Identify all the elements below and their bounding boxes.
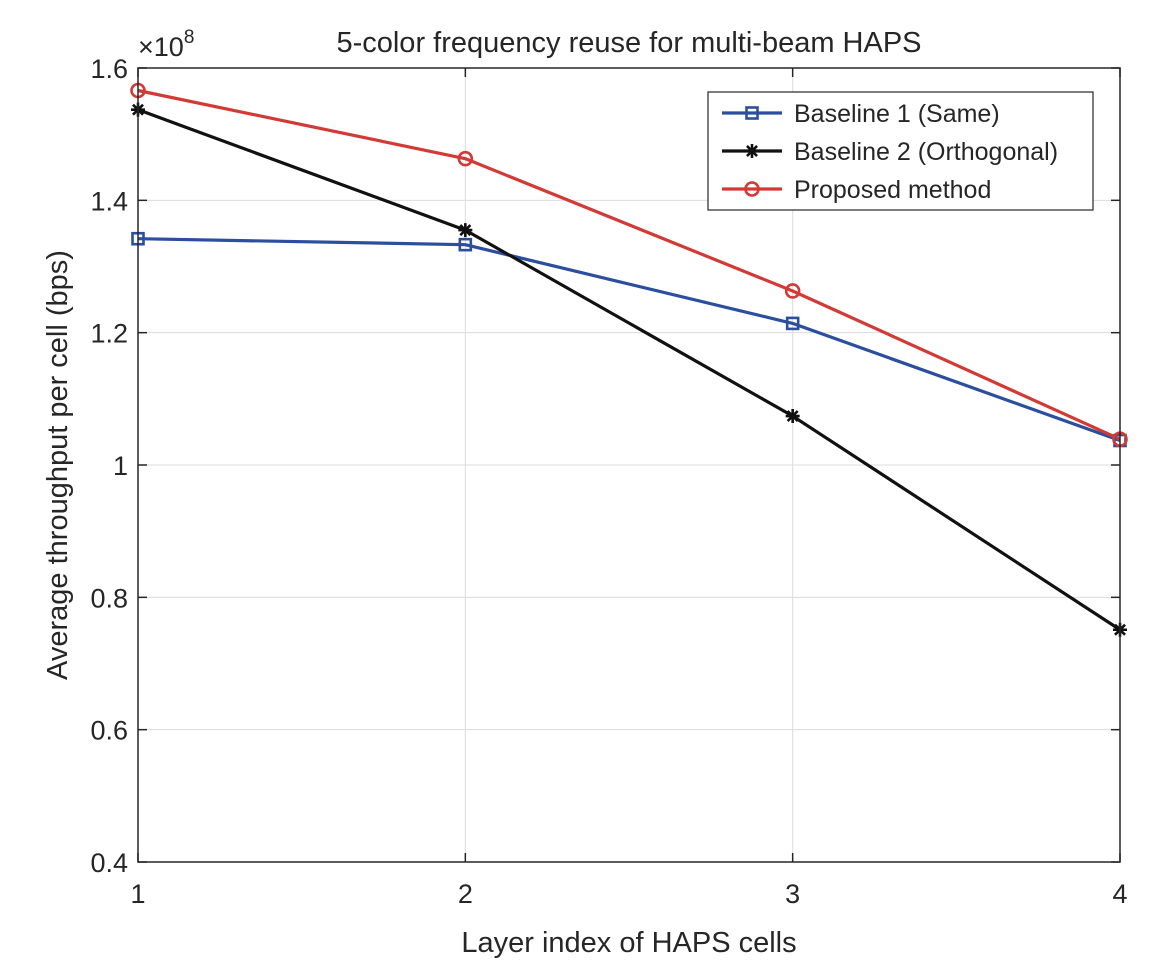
legend-item: Baseline 2 (Orthogonal) — [722, 138, 1058, 166]
y-exponent-power: 8 — [184, 27, 195, 48]
x-tick-label: 1 — [130, 879, 145, 909]
y-tick-label: 1.2 — [90, 319, 128, 349]
legend-item: Proposed method — [722, 176, 991, 204]
y-tick-label: 1.4 — [90, 186, 128, 216]
series-line-3 — [137, 88, 1121, 441]
y-tick-label: 1 — [113, 451, 128, 481]
y-axis-exponent-label: ×108 — [138, 27, 194, 62]
legend-marker — [744, 181, 760, 197]
legend: Baseline 1 (Same) Baseline 2 (Orthogonal)… — [707, 91, 1094, 211]
data-point-series-2 — [458, 223, 473, 238]
data-point-series-1 — [458, 237, 473, 252]
x-axis-ticks: 1 2 3 4 — [130, 68, 1128, 909]
legend-label: Proposed method — [794, 176, 991, 204]
legend-label: Baseline 2 (Orthogonal) — [794, 138, 1058, 166]
data-point-series-1 — [785, 316, 800, 331]
y-axis-label: Average throughput per cell (bps) — [42, 250, 74, 680]
legend-marker — [745, 106, 759, 120]
chart-title: 5-color frequency reuse for multi-beam H… — [336, 27, 921, 59]
y-tick-label: 0.6 — [90, 716, 128, 746]
y-axis-ticks: 0.4 0.6 0.8 1 1.2 1.4 1.6 — [90, 54, 1120, 878]
legend-label: Baseline 1 (Same) — [794, 100, 1000, 128]
data-point-series-2 — [785, 409, 800, 424]
x-axis-label: Layer index of HAPS cells — [461, 927, 796, 959]
y-tick-label: 0.8 — [90, 583, 128, 613]
svg-text:×108: ×108 — [138, 27, 194, 62]
x-tick-label: 2 — [458, 879, 473, 909]
series-line-1 — [137, 237, 1121, 443]
x-tick-label: 4 — [1112, 879, 1127, 909]
y-tick-label: 0.4 — [90, 848, 128, 878]
series-lines — [137, 88, 1121, 632]
x-tick-label: 3 — [785, 879, 800, 909]
legend-item: Baseline 1 (Same) — [722, 100, 1000, 128]
data-point-series-3 — [457, 150, 474, 167]
series-line-2 — [137, 108, 1121, 632]
legend-marker — [745, 144, 759, 158]
y-exponent-base: ×10 — [138, 32, 184, 62]
y-tick-label: 1.6 — [90, 54, 128, 84]
data-point-series-3 — [784, 283, 801, 299]
